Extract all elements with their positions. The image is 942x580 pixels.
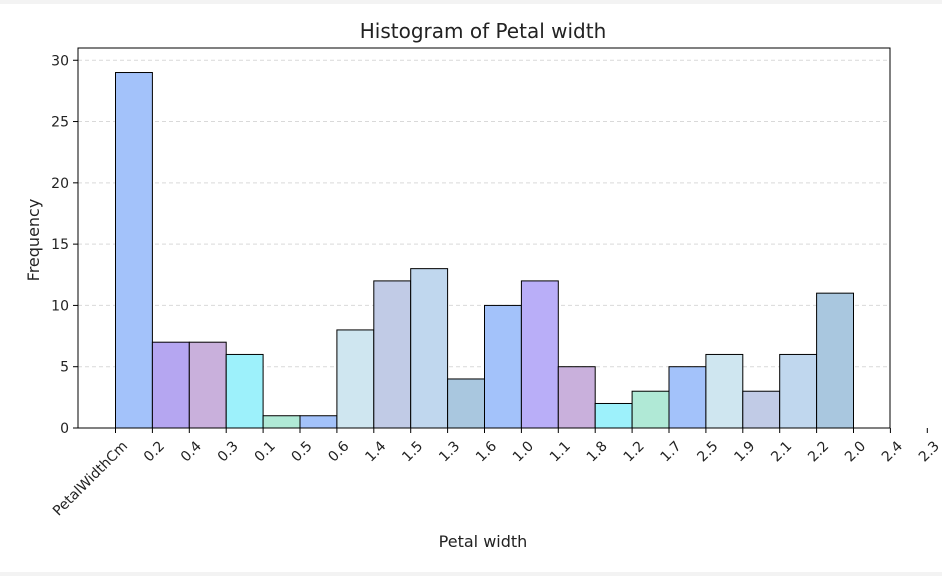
histogram-bar [779,353,818,429]
y-tick-label: 15 [51,237,69,253]
histogram-bar [225,353,264,429]
histogram-bar [594,402,633,429]
y-tick-label: 0 [60,421,69,437]
histogram-bar [410,268,449,429]
histogram-bar [336,329,375,429]
top-divider [0,0,942,4]
y-tick-label: 30 [51,53,69,69]
x-tick-label: 1.8 [584,438,611,465]
y-axis-label: Frequency [24,199,43,282]
x-axis-label: Petal width [439,532,528,551]
x-tick-label: 2.3 [916,438,942,465]
x-tick-label: 2.2 [805,438,832,465]
chart-title: Histogram of Petal width [360,19,607,43]
x-axis-ticks: PetalWidthCm 0.2 0.4 0.3 0.1 0.5 0.6 1.4 1.5 1.3 1… [50,428,942,519]
histogram-bar [520,280,559,429]
y-tick-label: 5 [60,360,69,376]
x-tick-label: 0.1 [252,438,279,465]
x-tick-label: 0.4 [178,438,205,465]
x-tick-label: 1.9 [731,438,758,465]
histogram-bar [373,280,412,429]
histogram-bar [151,341,190,429]
x-tick-label: 0.2 [141,438,168,465]
histogram-bar [668,366,707,429]
histogram-bar [484,304,522,429]
x-tick-label: 2.1 [768,438,795,465]
histogram-bar [705,353,744,429]
histogram-bar [742,390,781,429]
x-tick-label: 1.2 [621,438,648,465]
x-tick-label: 1.0 [510,438,537,465]
x-tick-label: 1.1 [547,438,574,465]
x-tick-label: 0.3 [215,438,242,465]
x-tick-label: 2.5 [694,438,721,465]
x-tick-label: 0.5 [289,438,316,465]
x-tick-label: PetalWidthCm [50,438,131,519]
histogram-bar [557,366,596,429]
gridlines [78,59,890,368]
x-tick-label: 1.7 [658,438,685,465]
x-tick-label: 2.4 [879,438,906,465]
histogram-bar [299,415,338,429]
x-tick-label: 1.4 [362,438,389,465]
x-tick-label: 1.3 [436,438,463,465]
x-tick-label: 1.6 [473,438,500,465]
bars [115,72,854,429]
histogram-bar [816,292,854,429]
histogram-bar [115,72,153,429]
bottom-divider [0,572,942,576]
histogram-bar [447,378,486,429]
x-tick-label: 2.0 [842,438,869,465]
x-tick-label: 1.5 [399,438,426,465]
x-tick-label: 0.6 [325,438,352,465]
histogram-bar [631,390,670,429]
y-tick-label: 20 [51,176,69,192]
histogram-bar [262,415,301,429]
y-tick-label: 25 [51,115,69,131]
y-tick-label: 10 [51,298,69,314]
y-axis-ticks: 0 5 10 15 20 25 30 [51,53,78,437]
histogram-bar [188,341,227,429]
